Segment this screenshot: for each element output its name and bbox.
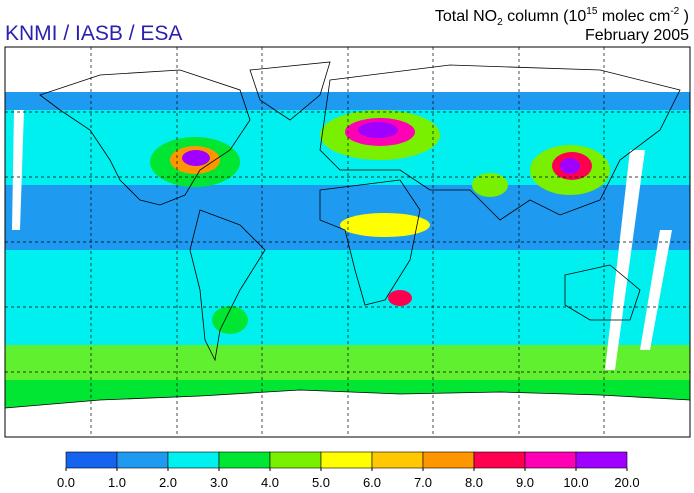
title-part: ) <box>679 8 689 25</box>
colorbar-bin <box>269 451 322 469</box>
hotspot <box>388 290 412 306</box>
colorbar-tick-label: 3.0 <box>210 475 228 490</box>
hotspot <box>472 173 508 197</box>
title-part: 2 <box>497 17 503 28</box>
colorbar-bin <box>218 451 271 469</box>
organization: KNMI / IASB / ESA <box>5 22 182 45</box>
title-part: -2 <box>670 6 679 17</box>
hotspot <box>182 150 210 166</box>
map <box>5 47 690 437</box>
coastline <box>249 61 331 121</box>
colorbar-bin <box>320 451 373 469</box>
colorbar-tick-label: 0.0 <box>57 475 75 490</box>
colorbar-tick-label: 1.0 <box>108 475 126 490</box>
colorbar-tick-label: 6.0 <box>363 475 381 490</box>
colorbar-tick-label: 9.0 <box>516 475 534 490</box>
coastline <box>319 179 421 306</box>
coastline <box>189 209 266 362</box>
nodata-swath <box>12 110 24 230</box>
colorbar-tick-label: 20.0 <box>614 475 639 490</box>
nodata-swath <box>640 230 672 350</box>
colorbar: 0.0 1.0 2.0 3.0 4.0 5.0 6.0 7.0 8.0 9.0 10.0 20.0 <box>57 451 640 490</box>
map-frame <box>4 46 691 438</box>
title-part: molec cm <box>597 8 670 25</box>
colorbar-tick-label: 5.0 <box>312 475 330 490</box>
colorbar-bin <box>473 451 526 469</box>
colorbar-bin <box>422 451 475 469</box>
title-part: column (10 <box>503 8 587 25</box>
colorbar-tick-label: 7.0 <box>414 475 432 490</box>
hotspot <box>358 122 398 138</box>
southern-band <box>5 345 690 380</box>
colorbar-bin <box>116 451 169 469</box>
hotspot <box>560 158 580 174</box>
colorbar-bin <box>575 451 628 469</box>
hotspot <box>212 306 248 334</box>
coastline <box>319 64 681 221</box>
coastline <box>564 264 641 321</box>
colorbar-tick-label: 2.0 <box>159 475 177 490</box>
coastline <box>5 389 690 409</box>
title-part: Total NO <box>435 8 497 25</box>
band <box>5 92 690 110</box>
hotspot <box>340 213 430 237</box>
date: February 2005 <box>585 27 689 44</box>
nodata-swath <box>605 150 645 370</box>
graticule <box>5 47 690 437</box>
colorbar-bin <box>371 451 424 469</box>
title-part: 15 <box>586 6 598 17</box>
colorbar-bin <box>167 451 220 469</box>
colorbar-tick-label: 4.0 <box>261 475 279 490</box>
coastline <box>39 69 251 206</box>
colorbar-tick-label: 8.0 <box>465 475 483 490</box>
colorbar-bin <box>524 451 577 469</box>
title: Total NO2 column (1015 molec cm-2 ) <box>435 6 689 28</box>
colorbar-tick-label: 10.0 <box>563 475 588 490</box>
colorbar-bin <box>65 451 118 469</box>
